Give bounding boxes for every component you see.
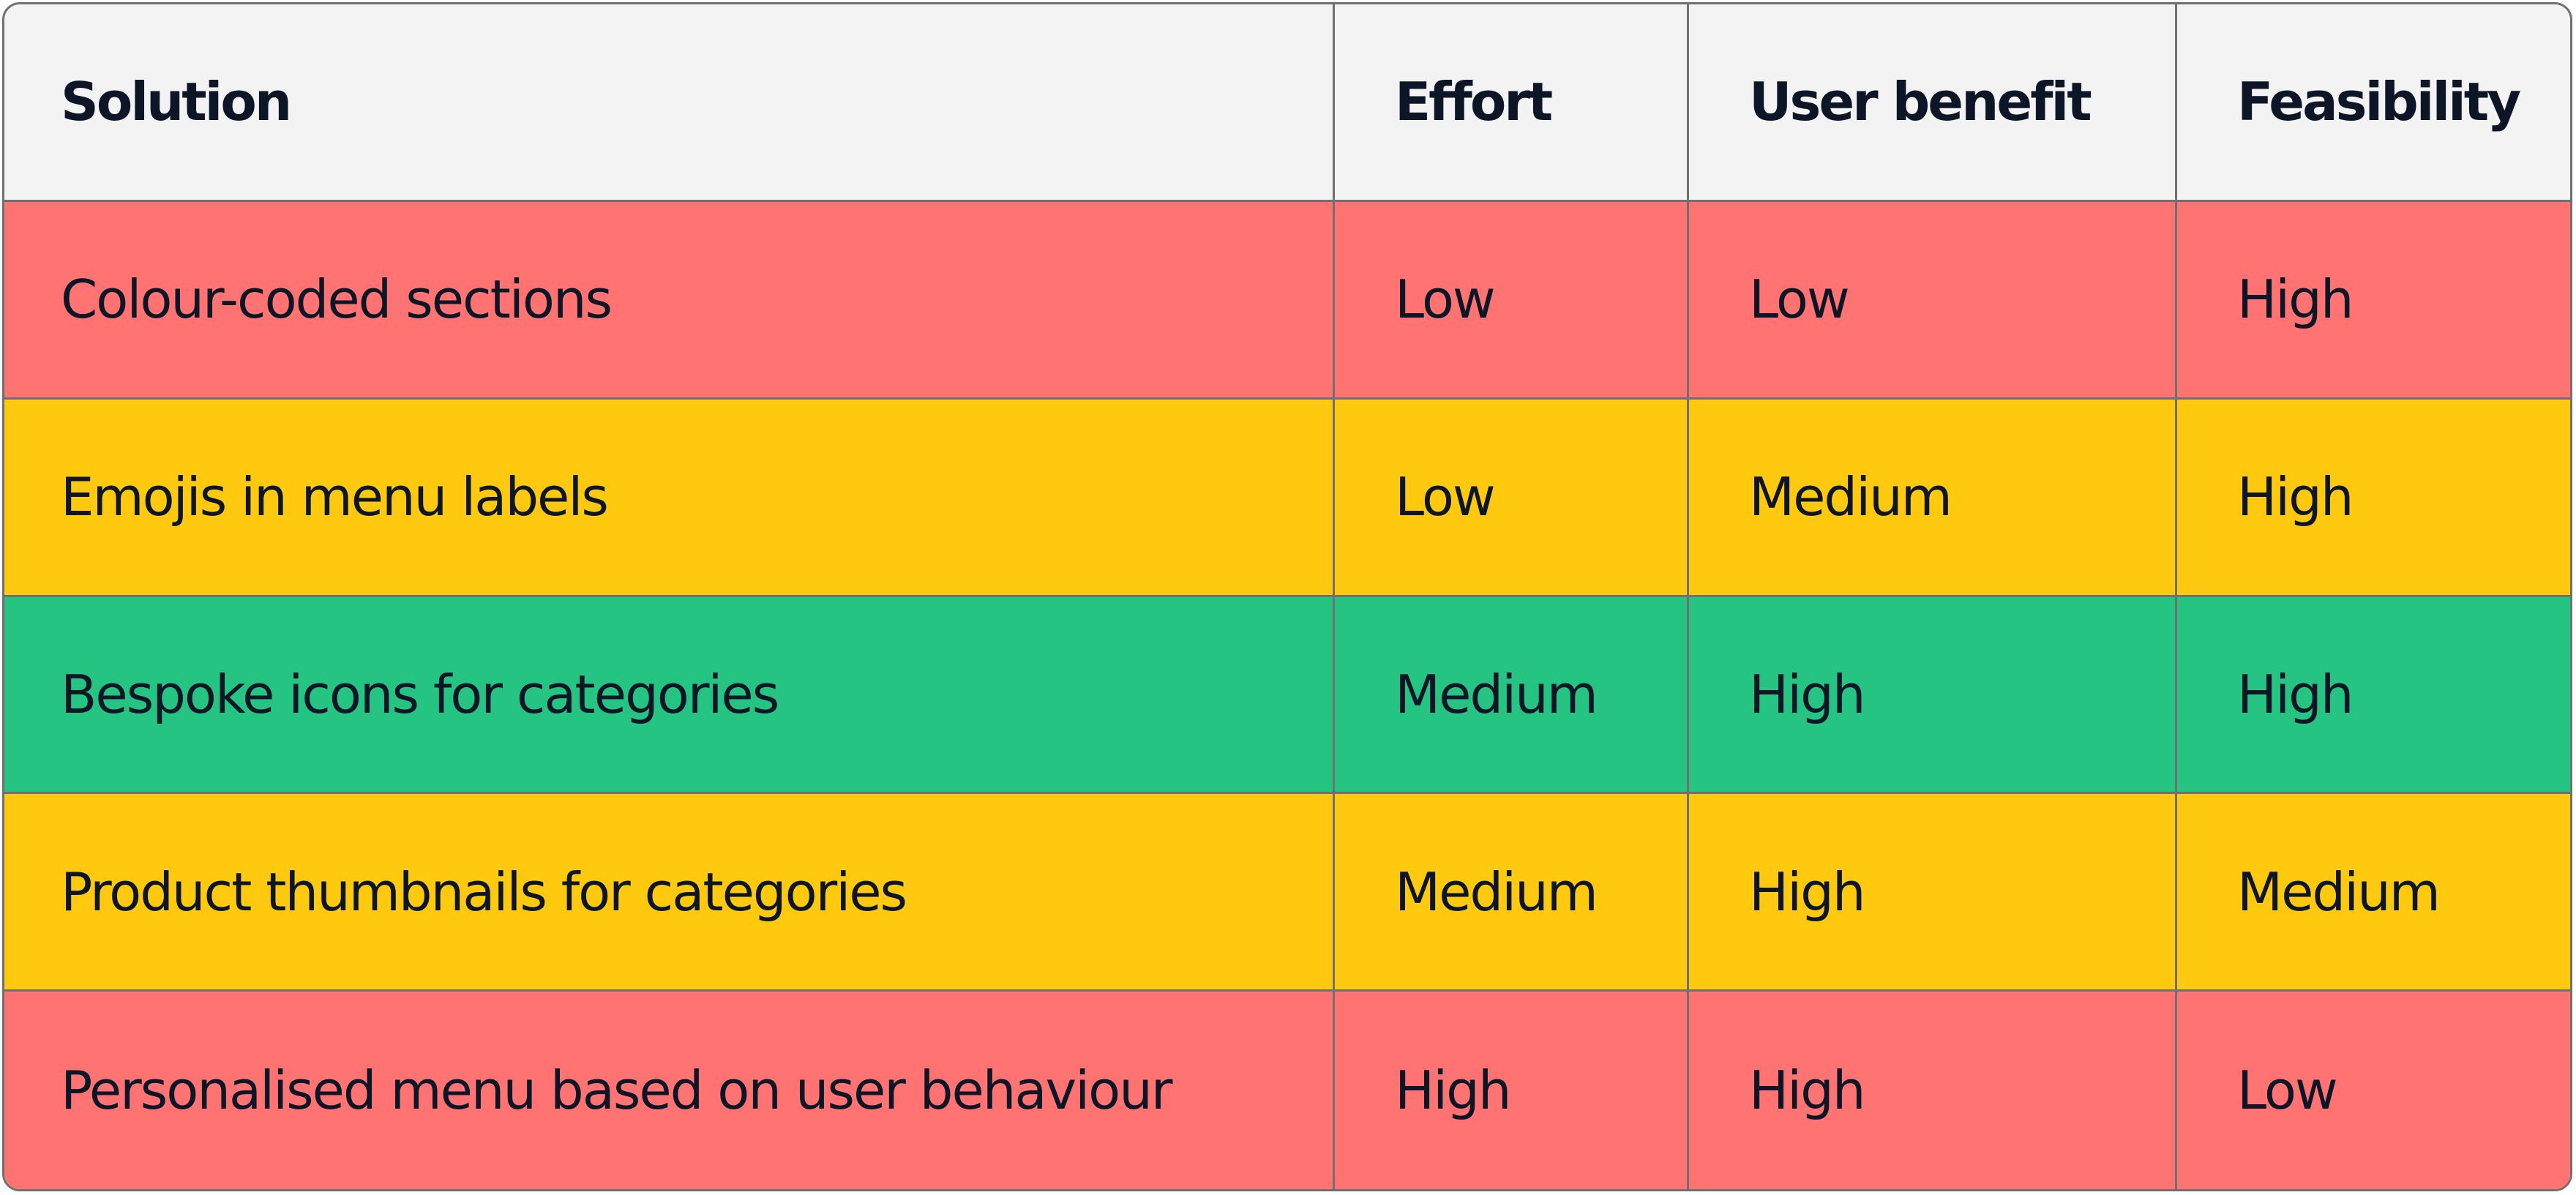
cell-effort: Medium bbox=[1335, 794, 1689, 992]
cell-effort: High bbox=[1335, 992, 1689, 1189]
cell-solution: Bespoke icons for categories bbox=[4, 596, 1335, 795]
cell-user-benefit: Low bbox=[1689, 201, 2177, 400]
cell-user-benefit: High bbox=[1689, 596, 2177, 795]
cell-feasibility: High bbox=[2177, 201, 2570, 400]
cell-feasibility: Medium bbox=[2177, 794, 2570, 992]
cell-solution: Product thumbnails for categories bbox=[4, 794, 1335, 992]
cell-solution: Emojis in menu labels bbox=[4, 399, 1335, 597]
cell-effort: Low bbox=[1335, 399, 1689, 597]
cell-user-benefit: High bbox=[1689, 992, 2177, 1189]
cell-feasibility: High bbox=[2177, 399, 2570, 597]
cell-user-benefit: Medium bbox=[1689, 399, 2177, 597]
header-effort: Effort bbox=[1335, 4, 1689, 202]
cell-effort: Low bbox=[1335, 201, 1689, 400]
cell-user-benefit: High bbox=[1689, 794, 2177, 992]
cell-solution: Colour-coded sections bbox=[4, 201, 1335, 400]
cell-solution: Personalised menu based on user behaviou… bbox=[4, 992, 1335, 1189]
cell-feasibility: Low bbox=[2177, 992, 2570, 1189]
header-solution: Solution bbox=[4, 4, 1335, 202]
header-feasibility: Feasibility bbox=[2177, 4, 2570, 202]
header-user-benefit: User benefit bbox=[1689, 4, 2177, 202]
cell-feasibility: High bbox=[2177, 596, 2570, 795]
cell-effort: Medium bbox=[1335, 596, 1689, 795]
